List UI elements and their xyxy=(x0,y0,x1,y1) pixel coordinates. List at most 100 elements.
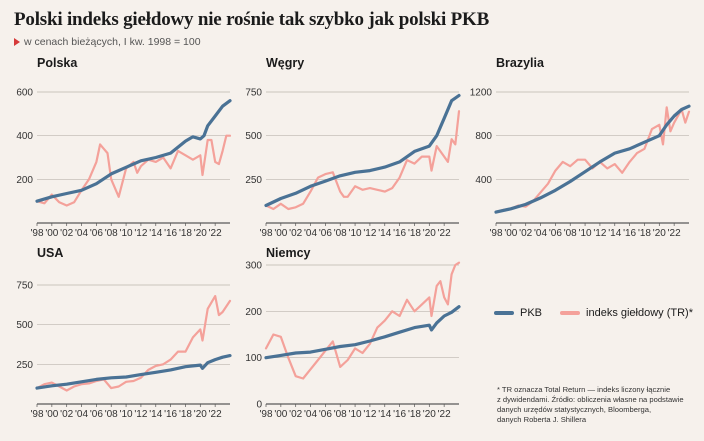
legend-label-pkb: PKB xyxy=(520,307,543,319)
x-tick-label: '04 xyxy=(304,409,317,420)
x-tick-label: '22 xyxy=(438,228,451,239)
x-tick-label: '16 xyxy=(623,228,636,239)
legend-label-index: indeks giełdowy (TR)* xyxy=(586,307,693,319)
x-tick-label: '98 xyxy=(259,228,272,239)
x-tick-label: '14 xyxy=(149,228,162,239)
series-line-index xyxy=(264,261,461,380)
x-tick-label: '16 xyxy=(164,228,177,239)
x-tick-label: '98 xyxy=(30,228,43,239)
y-tick-label: 500 xyxy=(245,131,262,142)
panel-title: USA xyxy=(37,246,63,260)
y-tick-label: 750 xyxy=(16,281,33,292)
footnote-line: danych urzędów statystycznych, Bloomberg… xyxy=(497,405,652,414)
x-tick-label: '02 xyxy=(60,228,73,239)
y-tick-label: 800 xyxy=(475,131,492,142)
x-tick-label: '06 xyxy=(319,409,332,420)
x-tick-label: '16 xyxy=(393,409,406,420)
x-tick-label: '12 xyxy=(134,228,147,239)
x-tick-label: '20 xyxy=(194,228,207,239)
series-line-index xyxy=(35,295,232,392)
y-tick-label: 200 xyxy=(16,175,33,186)
footnote-line: z dywidendami. Źródło: obliczenia własne… xyxy=(497,395,684,404)
subtitle: w cenach bieżących, I kw. 1998 = 100 xyxy=(24,36,201,48)
x-tick-label: '22 xyxy=(209,409,222,420)
legend-item-pkb: PKB xyxy=(494,307,542,319)
x-tick-label: '12 xyxy=(593,228,606,239)
x-tick-label: '18 xyxy=(408,228,421,239)
x-tick-label: '10 xyxy=(579,228,592,239)
x-tick-label: '00 xyxy=(504,228,517,239)
x-tick-label: '16 xyxy=(393,228,406,239)
x-tick-label: '20 xyxy=(423,228,436,239)
y-tick-label: 100 xyxy=(245,353,262,364)
x-tick-label: '08 xyxy=(105,409,118,420)
x-tick-label: '20 xyxy=(653,228,666,239)
y-tick-label: 1200 xyxy=(470,88,493,99)
x-tick-label: '20 xyxy=(423,409,436,420)
footnote: * TR oznacza Total Return — indeks liczo… xyxy=(497,385,697,425)
y-tick-label: 750 xyxy=(245,88,262,99)
x-tick-label: '98 xyxy=(489,228,502,239)
x-tick-label: '04 xyxy=(534,228,547,239)
chart-panel-4: Niemcy 0 100 200 300 '98'00'02'04'06'08'10'12… xyxy=(245,246,461,420)
legend-swatch-index xyxy=(560,311,581,315)
x-tick-label: '18 xyxy=(179,409,192,420)
panel-title: Węgry xyxy=(266,56,304,70)
x-tick-label: '98 xyxy=(259,409,272,420)
series-line-index xyxy=(494,106,691,214)
series-line-index xyxy=(35,134,232,207)
series-line-pkb xyxy=(264,93,461,208)
x-tick-label: '16 xyxy=(164,409,177,420)
x-tick-label: '22 xyxy=(438,409,451,420)
x-tick-label: '08 xyxy=(564,228,577,239)
chart-panel-1: Węgry250500750'98'00'02'04'06'08'10'12'1… xyxy=(245,56,461,239)
x-tick-label: '00 xyxy=(45,228,58,239)
panel-title: Polska xyxy=(37,56,78,70)
y-tick-label: 400 xyxy=(475,175,492,186)
x-tick-label: '10 xyxy=(120,228,133,239)
x-tick-label: '10 xyxy=(120,409,133,420)
x-tick-label: '20 xyxy=(194,409,207,420)
x-tick-label: '00 xyxy=(45,409,58,420)
x-tick-label: '10 xyxy=(349,409,362,420)
x-tick-label: '04 xyxy=(75,409,88,420)
panel-title: Niemcy xyxy=(266,246,311,260)
series-line-pkb xyxy=(264,305,461,360)
x-tick-label: '06 xyxy=(549,228,562,239)
subtitle-row: w cenach bieżących, I kw. 1998 = 100 xyxy=(14,36,201,48)
y-tick-label: 200 xyxy=(245,307,262,318)
x-tick-label: '08 xyxy=(334,228,347,239)
y-tick-label: 500 xyxy=(16,320,33,331)
x-tick-label: '02 xyxy=(289,409,302,420)
x-tick-label: '06 xyxy=(90,228,103,239)
page-title: Polski indeks giełdowy nie rośnie tak sz… xyxy=(14,9,490,30)
x-tick-label: '02 xyxy=(60,409,73,420)
y-tick-label: 300 xyxy=(245,261,262,272)
x-tick-label: '18 xyxy=(179,228,192,239)
x-tick-label: '06 xyxy=(319,228,332,239)
x-tick-label: '04 xyxy=(304,228,317,239)
footnote-line: danych Roberta J. Shillera xyxy=(497,415,587,424)
y-tick-label: 400 xyxy=(16,131,33,142)
x-tick-label: '02 xyxy=(519,228,532,239)
y-tick-label: 250 xyxy=(245,175,262,186)
legend: PKB indeks giełdowy (TR)* xyxy=(494,307,704,319)
x-tick-label: '18 xyxy=(408,409,421,420)
series-line-index xyxy=(264,110,461,211)
x-tick-label: '02 xyxy=(289,228,302,239)
y-tick-label: 250 xyxy=(16,360,33,371)
x-tick-label: '10 xyxy=(349,228,362,239)
y-tick-label: 600 xyxy=(16,88,33,99)
x-tick-label: '00 xyxy=(274,409,287,420)
legend-swatch-pkb xyxy=(494,311,514,315)
x-tick-label: '12 xyxy=(363,228,376,239)
y-tick-label: 0 xyxy=(256,400,262,411)
panel-title: Brazylia xyxy=(496,56,545,70)
x-tick-label: '98 xyxy=(30,409,43,420)
x-tick-label: '14 xyxy=(608,228,621,239)
